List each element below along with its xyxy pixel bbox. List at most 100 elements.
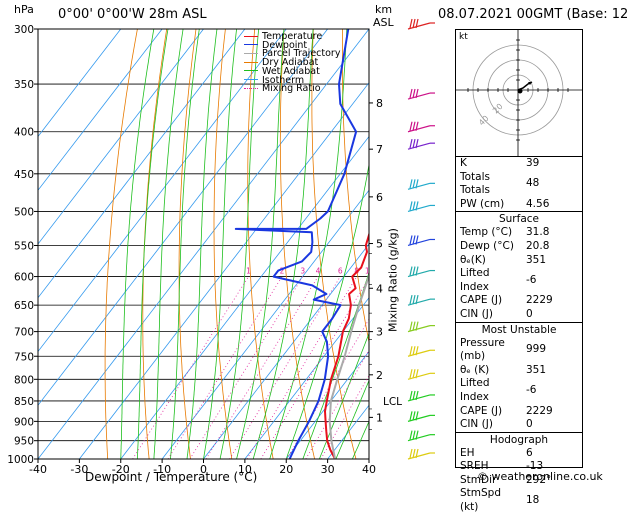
pressure-tick-label: 450 bbox=[14, 169, 34, 181]
pressure-tick-label: 500 bbox=[14, 206, 34, 218]
table-row: Temp (°C)31.8 bbox=[456, 226, 582, 240]
temp-tick-label: 20 bbox=[279, 463, 293, 476]
mixing-ratio-label: 10 bbox=[365, 267, 375, 276]
row-label: Pressure (mb) bbox=[456, 337, 522, 364]
table-row: CAPE (J)2229 bbox=[456, 405, 582, 419]
row-label: EH bbox=[456, 447, 522, 461]
wind-barb bbox=[408, 179, 435, 189]
wind-barb bbox=[408, 201, 435, 211]
pressure-tick-label: 850 bbox=[14, 396, 34, 408]
row-label: CIN (J) bbox=[456, 308, 522, 322]
mixing-ratio-label: 1 bbox=[246, 267, 251, 276]
legend-swatch bbox=[244, 70, 258, 71]
wind-barb bbox=[408, 295, 435, 305]
row-label: θₑ(K) bbox=[456, 254, 522, 268]
wind-barb bbox=[408, 19, 435, 29]
dry-adiabat-line bbox=[179, 29, 196, 459]
mixing-ratio-axis-title: Mixing Ratio (g/kg) bbox=[387, 228, 400, 332]
row-label: CAPE (J) bbox=[456, 294, 522, 308]
wind-barb bbox=[408, 369, 435, 379]
lcl-label: LCL bbox=[383, 396, 402, 408]
table-row: StmSpd (kt)18 bbox=[456, 487, 582, 514]
wind-barb bbox=[408, 449, 435, 459]
copyright-footer: © weatheronline.co.uk bbox=[477, 470, 603, 483]
row-value: 0 bbox=[522, 308, 582, 322]
table-row: Pressure (mb)999 bbox=[456, 337, 582, 364]
table-row: CIN (J)0 bbox=[456, 418, 582, 432]
row-value: 2229 bbox=[522, 294, 582, 308]
row-value: 0 bbox=[522, 418, 582, 432]
pressure-tick-label: 400 bbox=[14, 127, 34, 139]
pressure-tick-label: 550 bbox=[14, 240, 34, 252]
mixing-ratio-label: 4 bbox=[316, 267, 321, 276]
pressure-tick-label: 950 bbox=[14, 436, 34, 448]
wind-barb bbox=[408, 322, 435, 332]
pressure-tick-label: 600 bbox=[14, 272, 34, 284]
wind-barb bbox=[408, 139, 435, 149]
row-value: -6 bbox=[522, 267, 582, 294]
mixing-ratio-line bbox=[230, 277, 341, 459]
km-tick-label: 7 bbox=[376, 143, 383, 156]
legend-swatch bbox=[244, 44, 258, 45]
pressure-tick-label: 750 bbox=[14, 351, 34, 363]
wind-barb bbox=[408, 431, 435, 441]
km-tick-label: 5 bbox=[376, 238, 383, 251]
row-label: Temp (°C) bbox=[456, 226, 522, 240]
pressure-tick-label: 300 bbox=[14, 24, 34, 36]
wind-barb bbox=[408, 346, 435, 356]
row-label: Lifted Index bbox=[456, 267, 522, 294]
legend-swatch bbox=[244, 79, 258, 80]
row-value: 48 bbox=[522, 171, 582, 198]
row-value: 999 bbox=[522, 337, 582, 364]
hodograph-unit: kt bbox=[459, 31, 468, 44]
wind-barb bbox=[408, 411, 435, 421]
wind-barb bbox=[408, 235, 435, 245]
km-tick-label: 4 bbox=[376, 282, 383, 295]
row-value: 39 bbox=[522, 157, 582, 171]
row-value: 20.8 bbox=[522, 240, 582, 254]
legend-swatch bbox=[244, 36, 258, 37]
mixing-ratio-line bbox=[206, 277, 318, 459]
row-value: 2229 bbox=[522, 405, 582, 419]
pressure-tick-label: 800 bbox=[14, 374, 34, 386]
km-tick-label: 2 bbox=[376, 369, 383, 382]
row-value: -6 bbox=[522, 377, 582, 404]
pressure-tick-label: 650 bbox=[14, 300, 34, 312]
wind-barb bbox=[408, 391, 435, 401]
row-label: StmSpd (kt) bbox=[456, 487, 522, 514]
table-row: CAPE (J)2229 bbox=[456, 294, 582, 308]
temp-tick-label: 30 bbox=[321, 463, 335, 476]
hodograph-ring-label: 40 bbox=[477, 114, 491, 128]
pressure-tick-label: 700 bbox=[14, 327, 34, 339]
table-row: Dewp (°C)20.8 bbox=[456, 240, 582, 254]
row-label: CAPE (J) bbox=[456, 405, 522, 419]
pressure-tick-label: 900 bbox=[14, 416, 34, 428]
pressure-tick-label: 350 bbox=[14, 79, 34, 91]
row-value: 351 bbox=[522, 254, 582, 268]
row-value: 18 bbox=[522, 487, 582, 514]
mixing-ratio-label: 3 bbox=[300, 267, 305, 276]
wind-barb bbox=[408, 89, 435, 99]
km-tick-label: 8 bbox=[376, 97, 383, 110]
table-row: θₑ(K)351 bbox=[456, 254, 582, 268]
km-tick-label: 1 bbox=[376, 411, 383, 424]
row-value: 31.8 bbox=[522, 226, 582, 240]
storm-motion-marker bbox=[518, 89, 523, 94]
row-label: Dewp (°C) bbox=[456, 240, 522, 254]
dry-adiabat-line bbox=[143, 29, 167, 459]
legend-label: Mixing Ratio bbox=[262, 83, 321, 94]
row-label: CIN (J) bbox=[456, 418, 522, 432]
wind-barb bbox=[408, 122, 435, 132]
wet-adiabat-line bbox=[137, 29, 168, 459]
row-label: θₑ (K) bbox=[456, 364, 522, 378]
table-row: θₑ (K)351 bbox=[456, 364, 582, 378]
temp-tick-label: -40 bbox=[29, 463, 47, 476]
